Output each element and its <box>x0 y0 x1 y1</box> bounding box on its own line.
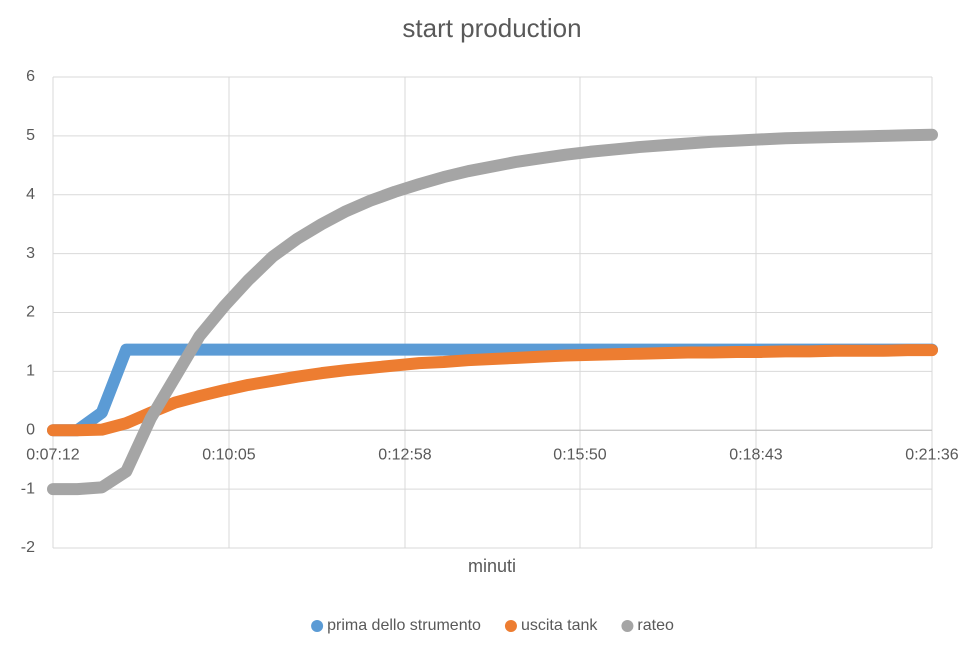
legend-marker <box>621 620 634 632</box>
y-tick-label: -2 <box>21 539 35 556</box>
y-tick-label: 0 <box>26 421 35 438</box>
x-tick-label: 0:18:43 <box>729 446 782 463</box>
x-tick-label: 0:15:50 <box>553 446 606 463</box>
x-tick-label: 0:10:05 <box>202 446 255 463</box>
legend-label: uscita tank <box>521 617 598 634</box>
x-tick-label: 0:21:36 <box>905 446 958 463</box>
y-tick-label: 5 <box>26 127 35 144</box>
y-tick-label: -1 <box>21 480 35 497</box>
y-tick-label: 4 <box>26 186 35 203</box>
legend-marker <box>504 620 517 632</box>
y-tick-label: 6 <box>26 68 35 85</box>
chart-title: start production <box>402 13 581 43</box>
series-line <box>47 128 938 496</box>
x-axis-title: minuti <box>468 556 516 576</box>
legend-label: rateo <box>637 617 674 634</box>
y-tick-label: 2 <box>26 304 35 321</box>
series-line <box>47 344 938 437</box>
y-tick-label: 1 <box>26 363 35 380</box>
y-tick-label: 3 <box>26 245 35 262</box>
legend-label: prima dello strumento <box>327 617 481 634</box>
x-tick-label: 0:07:12 <box>26 446 79 463</box>
legend-marker <box>311 620 324 632</box>
x-tick-label: 0:12:58 <box>378 446 431 463</box>
